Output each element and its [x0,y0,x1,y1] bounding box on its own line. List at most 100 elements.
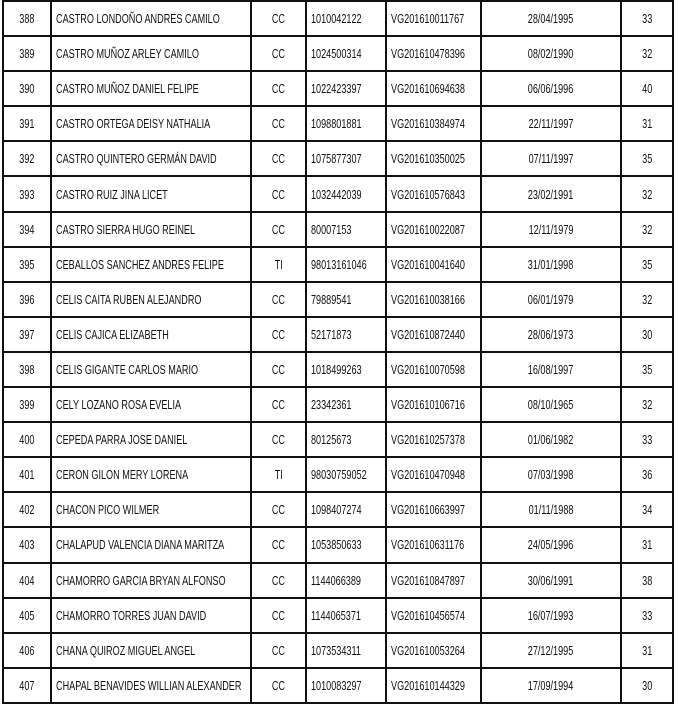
table-cell: CC [250,315,307,353]
table-cell: 35 [620,350,674,389]
table-cell: 35 [620,245,674,283]
table-cell: 16/08/1997 [480,350,622,389]
doc-number: 79889541 [311,291,352,307]
table-cell: 395 [2,245,52,283]
doc-type: CC [271,607,286,623]
table-cell: 06/01/1979 [480,280,622,318]
row-number: 391 [19,116,35,132]
table-cell: 38 [620,561,674,599]
table-cell: 12/11/1979 [480,210,622,248]
table-cell: VG201610663997 [385,491,482,529]
table-cell: 08/10/1965 [480,386,622,424]
registration-code: VG201610576843 [391,186,465,202]
table-cell: 1144066389 [305,561,387,599]
table-cell: 1098407274 [305,491,387,529]
table-cell: CEPEDA PARRA JOSE DANIEL [50,421,252,459]
table-cell: CELIS CAITA RUBEN ALEJANDRO [50,280,252,318]
table-cell: VG201610038166 [385,280,482,318]
table-cell: CC [250,491,307,529]
table-row: 398 CELIS GIGANTE CARLOS MARIO CC 101849926… [2,350,674,389]
score: 33 [641,432,653,448]
full-name: CASTRO RUIZ JINA LICET [56,186,168,202]
table-cell: 16/07/1993 [480,596,622,634]
full-name: CELY LOZANO ROSA EVELIA [56,397,182,413]
table-cell: VG201610872440 [385,315,482,353]
birth-date: 01/11/1988 [528,502,574,518]
doc-type: CC [271,677,286,693]
table-cell: 07/03/1998 [480,456,622,494]
table-cell: 407 [2,666,52,705]
doc-number: 1018499263 [311,361,362,377]
doc-type: CC [271,81,286,97]
score: 35 [641,151,653,167]
table-row: 394 CASTRO SIERRA HUGO REINEL CC 80007153 VG… [2,210,674,248]
doc-number: 1098801881 [311,116,362,132]
table-cell: CC [250,105,307,143]
table-cell: CC [250,386,307,424]
table-cell: CC [250,631,307,669]
doc-number: 1010042122 [311,11,362,27]
doc-number: 98013161046 [311,256,367,272]
table-cell: CC [250,280,307,318]
table-cell: 80125673 [305,421,387,459]
table-cell: CASTRO SIERRA HUGO REINEL [50,210,252,248]
table-cell: 32 [620,280,674,318]
table-cell: VG201610478396 [385,35,482,73]
score: 31 [641,116,653,132]
table-cell: VG201610384974 [385,105,482,143]
row-number: 393 [19,186,35,202]
table-row: 389 CASTRO MUÑOZ ARLEY CAMILO CC 1024500314… [2,35,674,73]
registration-code: VG201610694638 [391,81,465,97]
birth-date: 23/02/1991 [528,186,574,202]
table-cell: VG201610456574 [385,596,482,634]
registration-code: VG201610478396 [391,46,465,62]
full-name: CHANA QUIROZ MIGUEL ANGEL [56,642,196,658]
table-row: 393 CASTRO RUIZ JINA LICET CC 1032442039 VG2… [2,175,674,213]
table-cell: CELIS GIGANTE CARLOS MARIO [50,350,252,389]
table-row: 403 CHALAPUD VALENCIA DIANA MARITZA CC 1053… [2,526,674,564]
table-cell: 31 [620,631,674,669]
score: 31 [641,537,653,553]
table-cell: CHAMORRO GARCIA BRYAN ALFONSO [50,561,252,599]
birth-date: 28/04/1995 [528,11,574,27]
table-row: 391 CASTRO ORTEGA DEISY NATHALIA CC 1098801… [2,105,674,143]
registration-code: VG201610663997 [391,502,465,518]
table-cell: 1018499263 [305,350,387,389]
table-cell: 390 [2,70,52,108]
table-cell: CC [250,0,307,38]
full-name: CELIS GIGANTE CARLOS MARIO [56,361,199,377]
score: 32 [641,291,653,307]
table-cell: VG201610106716 [385,386,482,424]
table-cell: CASTRO LONDOÑO ANDRES CAMILO [50,0,252,38]
table-cell: CC [250,666,307,705]
table-row: 388 CASTRO LONDOÑO ANDRES CAMILO CC 1010042… [2,0,674,38]
table-cell: 397 [2,315,52,353]
doc-type: CC [271,502,286,518]
table-cell: 32 [620,386,674,424]
row-number: 399 [19,397,35,413]
registration-code: VG201610257378 [391,432,465,448]
registration-code: VG201610631176 [391,537,465,553]
birth-date: 12/11/1979 [528,221,574,237]
table-cell: 08/02/1990 [480,35,622,73]
score: 32 [641,186,653,202]
full-name: CEBALLOS SANCHEZ ANDRES FELIPE [56,256,224,272]
row-number: 404 [19,572,35,588]
doc-number: 80125673 [311,432,352,448]
full-name: CHACON PICO WILMER [56,502,160,518]
doc-type: CC [271,11,286,27]
table-cell: 401 [2,456,52,494]
birth-date: 07/11/1997 [528,151,574,167]
table-cell: TI [250,456,307,494]
table-cell: CASTRO ORTEGA DEISY NATHALIA [50,105,252,143]
doc-type: CC [271,151,286,167]
table-cell: 405 [2,596,52,634]
table-cell: 402 [2,491,52,529]
table-cell: CC [250,526,307,564]
table-cell: CC [250,421,307,459]
table-cell: 400 [2,421,52,459]
doc-type: CC [271,537,286,553]
table-cell: CHALAPUD VALENCIA DIANA MARITZA [50,526,252,564]
table-cell: 389 [2,35,52,73]
full-name: CERON GILON MERY LORENA [56,467,189,483]
